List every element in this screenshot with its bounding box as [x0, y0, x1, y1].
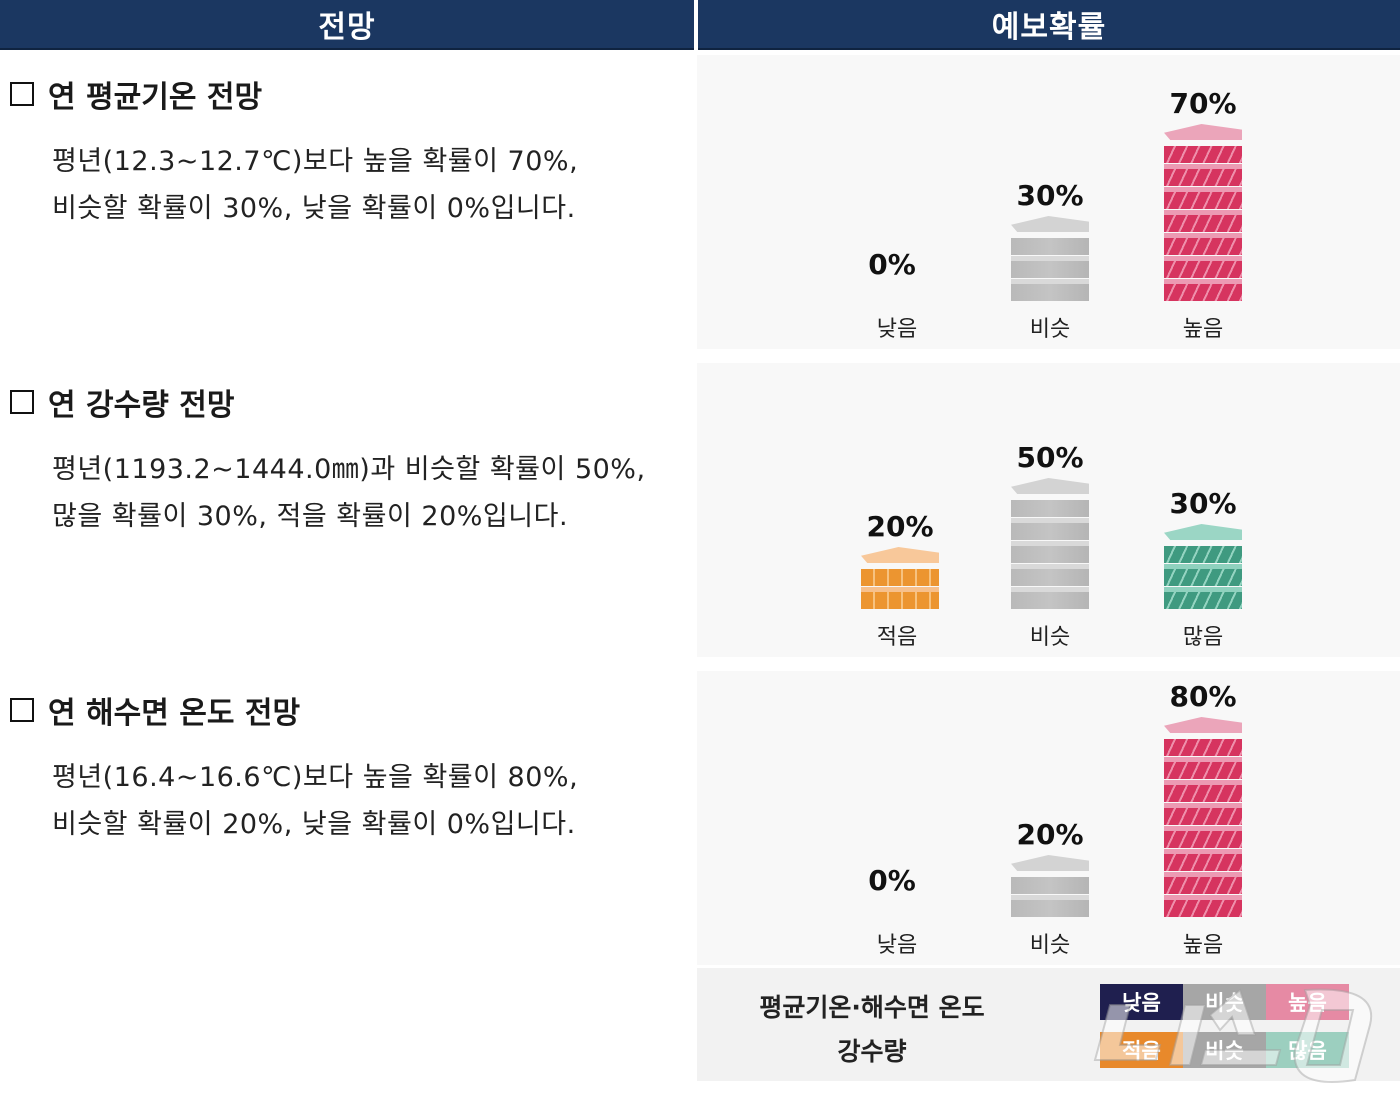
- block-stack: [1164, 717, 1242, 917]
- section-description: 평년(16.4~16.6℃)보다 높을 확률이 80%, 비슷할 확률이 20%…: [52, 762, 579, 840]
- bar-more: 30%: [1148, 487, 1258, 609]
- bar-high: 80%: [1148, 680, 1258, 917]
- chart-panel-sea-surface-temperature: 0% 20% 80% 낮음 비슷 높음: [697, 671, 1400, 965]
- table-header: 전망 예보확률: [0, 0, 1400, 50]
- category-label: 비슷: [1029, 317, 1071, 342]
- bar-similar: 20%: [995, 818, 1105, 917]
- block-stack: [1011, 478, 1089, 609]
- legend-label-temperature: 평균기온·해수면 온도: [759, 993, 985, 1022]
- legend: 평균기온·해수면 온도 강수량 낮음 비슷 높음 적음 비슷 많음: [697, 968, 1400, 1081]
- legend-swatch-less: 적음: [1100, 1032, 1183, 1068]
- category-label: 낮음: [876, 317, 918, 342]
- category-label: 낮음: [876, 933, 918, 958]
- section-title: 연 강수량 전망: [10, 380, 235, 424]
- section-description: 평년(1193.2~1444.0㎜)과 비슷할 확률이 50%, 많을 확률이 …: [52, 454, 646, 532]
- legend-row-temperature: 낮음 비슷 높음: [1100, 984, 1349, 1020]
- legend-swatch-more: 많음: [1266, 1032, 1349, 1068]
- checkbox-square-icon: [10, 698, 34, 722]
- category-label: 높음: [1182, 317, 1224, 342]
- bar-low: 0%: [837, 248, 947, 285]
- category-label: 비슷: [1029, 933, 1071, 958]
- header-divider: [694, 0, 698, 50]
- header-forecast-probability: 예보확률: [698, 0, 1400, 50]
- block-stack: [1164, 124, 1242, 301]
- bar-less: 20%: [845, 510, 955, 609]
- category-label: 적음: [876, 625, 918, 650]
- chart-panel-mean-temperature: 0% 30% 70% 낮음 비슷 높음: [697, 55, 1400, 349]
- checkbox-square-icon: [10, 390, 34, 414]
- block-stack: [1011, 855, 1089, 917]
- bar-similar: 30%: [995, 179, 1105, 301]
- block-stack: [861, 547, 939, 609]
- section-sea-surface-temperature: 연 해수면 온도 전망 평년(16.4~16.6℃)보다 높을 확률이 80%,…: [0, 676, 696, 976]
- legend-row-precipitation: 적음 비슷 많음: [1100, 1032, 1349, 1068]
- bar-high: 70%: [1148, 87, 1258, 301]
- section-mean-temperature: 연 평균기온 전망 평년(12.3~12.7℃)보다 높을 확률이 70%, 비…: [0, 60, 696, 360]
- bar-similar: 50%: [995, 441, 1105, 609]
- header-outlook: 전망: [0, 0, 694, 50]
- legend-swatch-low: 낮음: [1100, 984, 1183, 1020]
- legend-swatch-similar: 비슷: [1183, 1032, 1266, 1068]
- checkbox-square-icon: [10, 82, 34, 106]
- legend-swatch-high: 높음: [1266, 984, 1349, 1020]
- section-title: 연 해수면 온도 전망: [10, 688, 300, 732]
- block-stack: [1164, 524, 1242, 609]
- section-precipitation: 연 강수량 전망 평년(1193.2~1444.0㎜)과 비슷할 확률이 50%…: [0, 368, 696, 668]
- section-title: 연 평균기온 전망: [10, 72, 262, 116]
- chart-panel-precipitation: 20% 50% 30% 적음 비슷 많음: [697, 363, 1400, 657]
- section-description: 평년(12.3~12.7℃)보다 높을 확률이 70%, 비슷할 확률이 30%…: [52, 146, 579, 224]
- category-label: 비슷: [1029, 625, 1071, 650]
- block-stack: [1011, 216, 1089, 301]
- legend-swatch-similar: 비슷: [1183, 984, 1266, 1020]
- bar-value: 0%: [868, 248, 916, 281]
- category-label: 높음: [1182, 933, 1224, 958]
- category-label: 많음: [1182, 625, 1224, 650]
- legend-label-precipitation: 강수량: [837, 1037, 907, 1066]
- bar-low: 0%: [868, 864, 916, 897]
